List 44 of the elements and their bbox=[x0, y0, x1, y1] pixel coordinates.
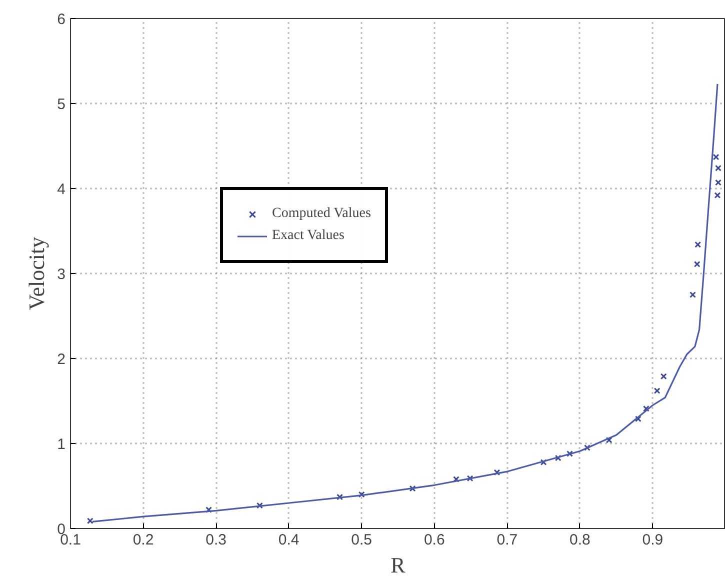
point bbox=[206, 506, 212, 514]
point bbox=[554, 454, 562, 462]
y-tick-label: 2 bbox=[57, 351, 66, 368]
x-tick-label: 0.6 bbox=[424, 532, 445, 548]
y-tick-label: 6 bbox=[57, 11, 66, 28]
x-tick-label: 0.7 bbox=[496, 532, 518, 548]
point bbox=[714, 164, 722, 172]
line-series bbox=[92, 83, 718, 522]
x-tick-label: 0.3 bbox=[206, 532, 226, 548]
point bbox=[566, 450, 573, 457]
point bbox=[634, 416, 642, 422]
point bbox=[690, 292, 696, 298]
point bbox=[584, 444, 590, 451]
point bbox=[714, 192, 721, 199]
point bbox=[694, 241, 702, 248]
x-tick-label: 0.4 bbox=[278, 532, 300, 548]
x-tick-label: 0.5 bbox=[351, 532, 372, 548]
point bbox=[606, 436, 612, 444]
point bbox=[660, 373, 667, 380]
point bbox=[466, 475, 474, 482]
point bbox=[409, 485, 416, 492]
point bbox=[714, 179, 722, 186]
y-tick-label: 3 bbox=[57, 266, 66, 283]
y-axis-title: Velocity bbox=[24, 236, 50, 310]
point bbox=[654, 388, 660, 394]
x-tick-label: 0.9 bbox=[642, 532, 664, 548]
y-tick-label: 5 bbox=[57, 96, 66, 113]
point bbox=[358, 491, 365, 498]
legend-label: Exact Values bbox=[272, 228, 344, 244]
x-axis-title: R bbox=[390, 552, 406, 578]
point bbox=[494, 469, 500, 476]
point bbox=[336, 494, 344, 500]
point bbox=[694, 260, 700, 268]
x-tick-label: 0.2 bbox=[132, 532, 154, 548]
point bbox=[712, 154, 720, 160]
y-tick-label: 1 bbox=[57, 436, 66, 453]
point bbox=[540, 458, 547, 466]
y-tick-label: 4 bbox=[57, 181, 66, 198]
legend-label: Computed Values bbox=[272, 206, 371, 222]
point bbox=[256, 502, 263, 509]
x-tick-label: 0.8 bbox=[570, 532, 590, 548]
point bbox=[642, 405, 650, 412]
point bbox=[86, 518, 94, 524]
point bbox=[452, 476, 460, 482]
